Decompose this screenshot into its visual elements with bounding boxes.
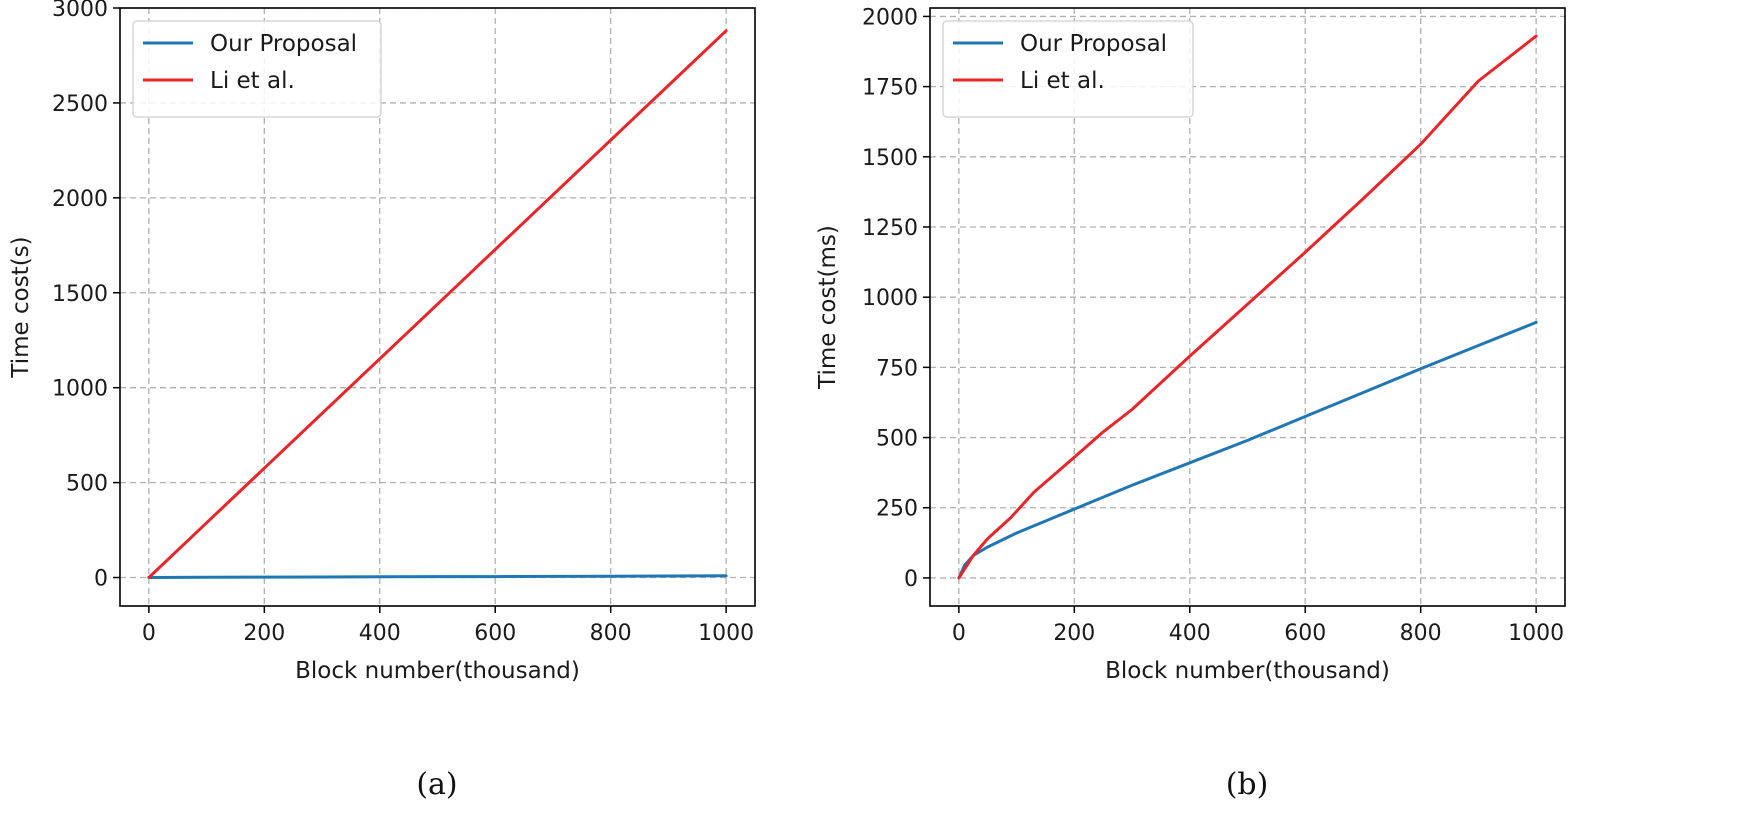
x-axis-label: Block number(thousand)	[295, 658, 580, 684]
series-line-li-et-al	[957, 34, 1538, 580]
legend-label: Li et al.	[1020, 68, 1105, 94]
series-line-li-et-al	[147, 29, 728, 579]
y-tick-label: 2000	[52, 187, 108, 212]
x-tick-label: 0	[952, 621, 966, 646]
x-tick-label: 800	[590, 621, 632, 646]
plot-frame	[929, 7, 1566, 607]
legend-box	[942, 20, 1194, 118]
x-tick-label: 1000	[698, 621, 754, 646]
subfigure-caption: (a)	[416, 767, 457, 802]
y-tick-label: 2000	[862, 5, 918, 30]
y-tick-label: 1250	[862, 216, 918, 241]
legend-label: Our Proposal	[210, 31, 357, 57]
y-tick-label: 750	[876, 356, 918, 381]
x-tick-label: 600	[1284, 621, 1326, 646]
x-tick-label: 200	[243, 621, 285, 646]
plot-frame	[119, 7, 756, 607]
x-tick-label: 400	[359, 621, 401, 646]
y-tick-label: 1000	[52, 377, 108, 402]
y-tick-label: 2500	[52, 92, 108, 117]
chart-b: 0 200 400 600 800 1000 0 250 500 750 1000 1250 1500 1…	[815, 5, 1566, 802]
x-tick-label: 200	[1053, 621, 1095, 646]
y-tick-label: 1000	[862, 286, 918, 311]
subfigure-caption: (b)	[1226, 767, 1269, 802]
y-axis-label: Time cost(s)	[8, 236, 34, 378]
x-tick-label: 600	[474, 621, 516, 646]
y-tick-label: 500	[66, 472, 108, 497]
y-tick-label: 1500	[862, 146, 918, 171]
series-line-our-proposal	[957, 320, 1538, 580]
legend-label: Our Proposal	[1020, 31, 1167, 57]
legend-label: Li et al.	[210, 68, 295, 94]
x-tick-label: 0	[142, 621, 156, 646]
y-axis-label: Time cost(ms)	[815, 225, 841, 390]
y-tick-label: 3000	[52, 0, 108, 22]
legend-box	[132, 20, 382, 118]
y-tick-label: 250	[876, 497, 918, 522]
x-tick-label: 1000	[1508, 621, 1564, 646]
y-tick-label: 0	[94, 567, 108, 592]
x-axis-label: Block number(thousand)	[1105, 658, 1390, 684]
y-tick-label: 500	[876, 427, 918, 452]
x-tick-label: 400	[1169, 621, 1211, 646]
chart-a: 0 200 400 600 800 1000 0 500 1000 1500 2000 2500 300…	[8, 0, 756, 802]
y-tick-label: 1500	[52, 282, 108, 307]
y-tick-label: 0	[904, 567, 918, 592]
series-line-our-proposal	[147, 574, 728, 579]
y-tick-label: 1750	[862, 76, 918, 101]
x-tick-label: 800	[1400, 621, 1442, 646]
